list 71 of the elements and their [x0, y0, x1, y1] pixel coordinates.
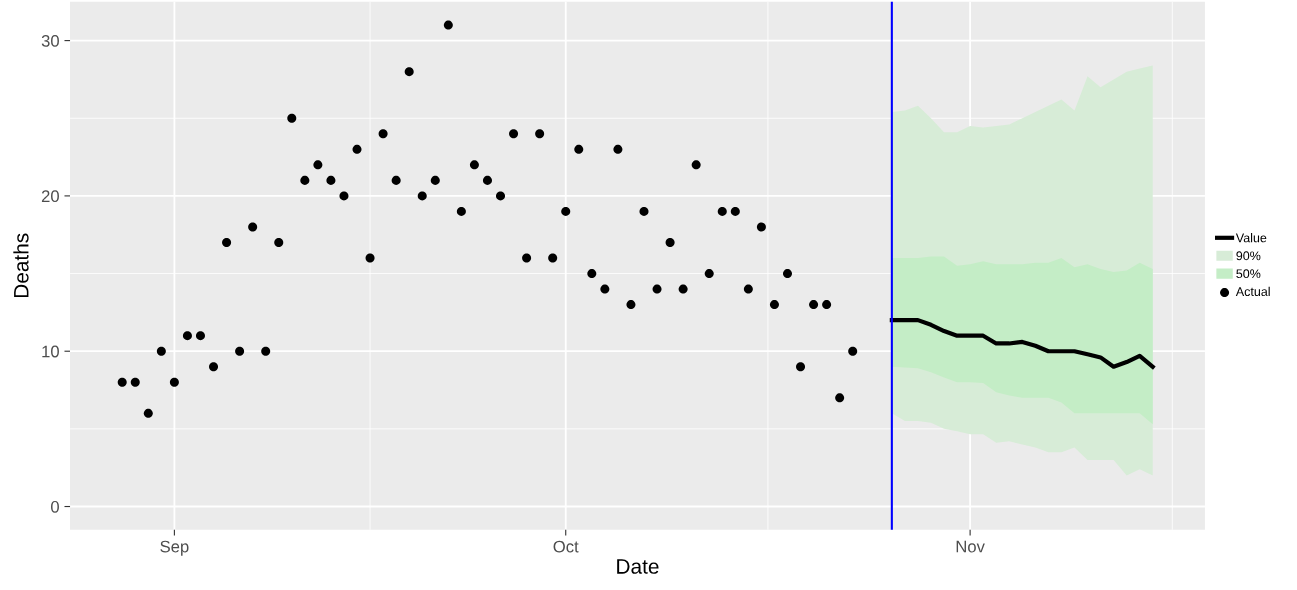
point	[691, 160, 701, 170]
legend-label: 90%	[1236, 251, 1261, 261]
y-tick-label: 10	[42, 345, 59, 358]
point	[391, 175, 401, 185]
point	[704, 269, 714, 279]
point	[182, 331, 192, 341]
point	[326, 175, 336, 185]
point	[261, 346, 271, 356]
point	[130, 377, 140, 387]
point	[300, 175, 310, 185]
line-series	[889, 318, 1155, 369]
point	[717, 206, 727, 216]
point	[652, 284, 662, 294]
point	[287, 113, 297, 123]
point	[574, 144, 584, 154]
point	[600, 284, 610, 294]
point	[665, 238, 675, 247]
point	[561, 206, 571, 216]
point	[587, 269, 597, 279]
point	[848, 346, 858, 356]
point	[339, 191, 349, 201]
point	[430, 175, 440, 185]
point	[769, 300, 779, 310]
point	[730, 206, 740, 216]
point	[509, 129, 519, 139]
point	[456, 206, 466, 216]
point	[117, 377, 127, 387]
point	[169, 377, 179, 387]
point	[835, 393, 845, 403]
point	[743, 284, 753, 294]
point	[482, 175, 492, 185]
point	[248, 222, 258, 232]
point	[756, 222, 766, 232]
point	[235, 346, 245, 356]
point	[195, 331, 205, 341]
point	[522, 253, 532, 263]
point	[156, 346, 166, 356]
legend-label: 50%	[1236, 269, 1261, 279]
point	[626, 300, 636, 310]
point	[809, 300, 819, 310]
y-tick-label: 30	[41, 35, 59, 47]
point	[378, 129, 388, 139]
point	[365, 253, 375, 263]
point	[469, 160, 479, 170]
point	[417, 191, 427, 201]
x-tick-label: Oct	[553, 540, 579, 553]
point	[443, 20, 453, 30]
point	[143, 408, 153, 418]
point	[222, 238, 232, 247]
point	[548, 253, 558, 263]
point	[496, 191, 506, 201]
legend-label: Actual	[1235, 286, 1270, 296]
y-axis-title: Deaths	[13, 233, 29, 298]
point	[313, 160, 323, 170]
x-axis-title: Date	[617, 559, 659, 574]
point	[822, 300, 832, 310]
point	[639, 206, 649, 216]
point	[782, 269, 792, 279]
x-tick-label: Sep	[160, 540, 189, 556]
y-tick-label: 20	[41, 190, 59, 203]
point	[404, 67, 414, 77]
point	[535, 129, 545, 139]
point	[796, 362, 806, 372]
point	[678, 284, 688, 294]
legend-label: Value	[1235, 233, 1267, 243]
y-tick-label: 0	[51, 500, 59, 513]
point	[352, 144, 362, 154]
x-tick-label: Nov	[956, 540, 985, 553]
point	[613, 144, 623, 154]
point	[274, 238, 284, 247]
point	[209, 362, 219, 372]
